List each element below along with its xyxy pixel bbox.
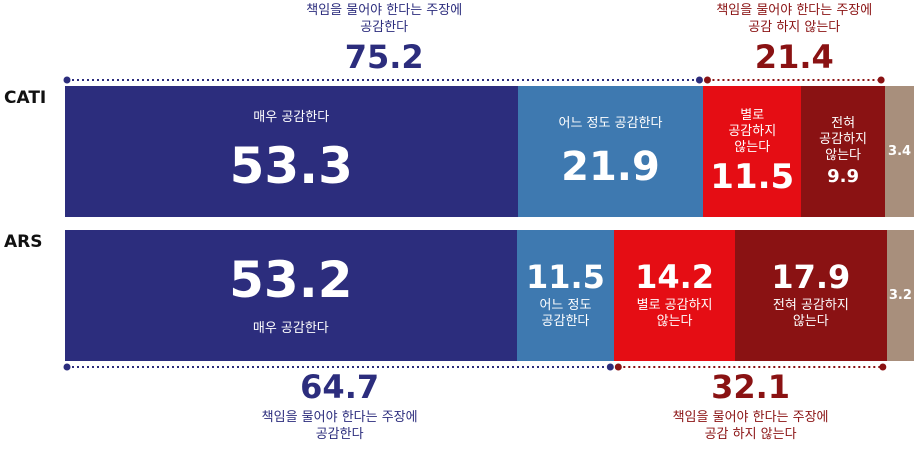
disagree-total-cati-value: 21.4: [754, 38, 834, 76]
segment-label: 별로 공감하지 않는다: [728, 107, 777, 155]
disagree-total-ars-value: 32.1: [711, 368, 791, 406]
bar-cati-no-answer: 3.4: [885, 86, 914, 217]
row-label-cati: CATI: [4, 88, 47, 108]
bar-ars-no-answer: 3.2: [886, 230, 914, 361]
segment-value: 53.2: [229, 251, 353, 310]
segment-label: 전혀 공감하지 않는다: [772, 298, 849, 330]
bar-cati-strongly-disagree: 전혀 공감하지 않는다 9.9: [801, 86, 886, 217]
row-label-ars: ARS: [4, 232, 43, 252]
disagree-bracket-cati-dot-end: [877, 76, 885, 84]
segment-label: 어느 정도 공감한다: [558, 115, 663, 131]
agree-bracket-cati-dot-end: [695, 76, 703, 84]
segment-value: 21.9: [561, 143, 660, 190]
agree-total-cati-value: 75.2: [344, 38, 424, 76]
agree-bracket-cati-dot-start: [63, 76, 71, 84]
disagree-bracket-ars-dot-end: [879, 363, 887, 371]
bar-ars-somewhat-agree: 11.5 어느 정도 공감한다: [516, 230, 615, 361]
disagree-bracket-ars-dot-start: [614, 363, 622, 371]
bar-cati-somewhat-disagree: 별로 공감하지 않는다 11.5: [703, 86, 802, 217]
bar-ars-very-agree: 53.2 매우 공감한다: [65, 230, 517, 361]
segment-value: 14.2: [635, 257, 715, 296]
agree-bracket-ars-dot-start: [63, 363, 71, 371]
agree-total-ars-caption: 책임을 물어야 한다는 주장에 공감한다: [261, 410, 418, 442]
segment-value: 3.4: [888, 143, 912, 159]
disagree-total-ars-caption: 책임을 물어야 한다는 주장에 공감 하지 않는다: [672, 410, 829, 442]
disagree-total-cati-caption: 책임을 물어야 한다는 주장에 공감 하지 않는다: [716, 3, 873, 35]
agree-total-ars-value: 64.7: [300, 368, 380, 406]
agree-total-cati-caption: 책임을 물어야 한다는 주장에 공감한다: [306, 3, 463, 35]
segment-label: 매우 공감한다: [253, 110, 330, 126]
bar-cati-somewhat-agree: 어느 정도 공감한다 21.9: [517, 86, 704, 217]
bar-ars-somewhat-disagree: 14.2 별로 공감하지 않는다: [614, 230, 735, 361]
segment-value: 11.5: [525, 257, 605, 296]
segment-label: 매우 공감한다: [252, 320, 329, 336]
segment-label: 어느 정도 공감한다: [539, 298, 592, 330]
segment-value: 3.2: [888, 287, 912, 303]
segment-label: 전혀 공감하지 않는다: [819, 116, 868, 164]
disagree-bracket-cati-dot-start: [703, 76, 711, 84]
segment-label: 별로 공감하지 않는다: [636, 298, 713, 330]
bar-ars-strongly-disagree: 17.9 전혀 공감하지 않는다: [734, 230, 887, 361]
segment-value: 53.3: [229, 137, 353, 196]
bar-cati-very-agree: 매우 공감한다 53.3: [65, 86, 518, 217]
segment-value: 9.9: [827, 166, 860, 188]
segment-value: 11.5: [710, 156, 795, 197]
agree-bracket-ars-dot-end: [606, 363, 614, 371]
segment-value: 17.9: [771, 257, 851, 296]
